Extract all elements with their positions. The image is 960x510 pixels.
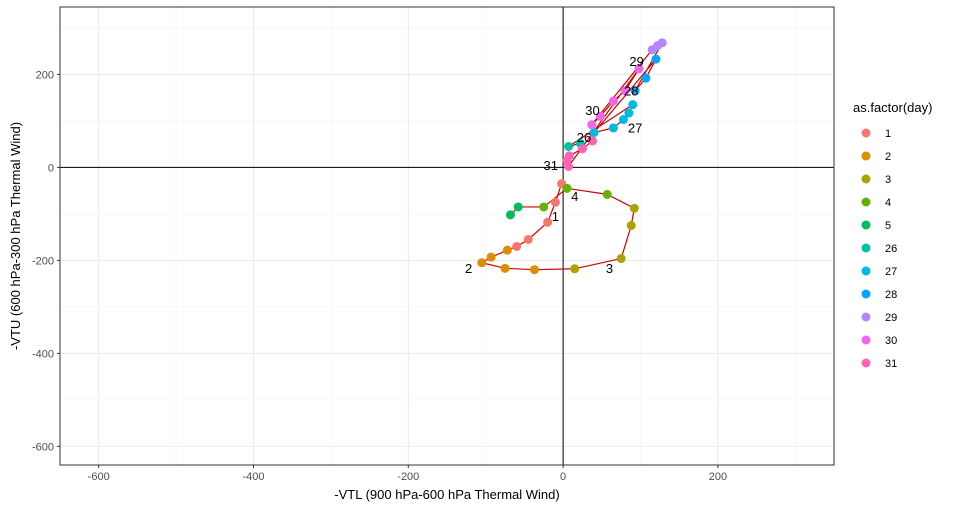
data-point-day-5 — [505, 210, 515, 220]
data-point-day-4 — [562, 183, 572, 193]
legend-label-day-29: 29 — [885, 312, 897, 324]
data-point-day-30 — [608, 96, 618, 106]
data-point-day-3 — [616, 254, 626, 264]
data-point-day-30 — [634, 64, 644, 74]
legend-label-day-3: 3 — [885, 174, 891, 186]
legend-key-day-1 — [861, 128, 871, 138]
data-point-day-2 — [486, 252, 496, 262]
y-tick-label: 200 — [36, 69, 54, 81]
data-point-day-2 — [529, 265, 539, 275]
data-point-day-28 — [651, 54, 661, 64]
y-axis-title: -VTU (600 hPa-300 hPa Thermal Wind) — [8, 122, 23, 350]
data-point-day-30 — [620, 86, 630, 96]
x-axis-title: -VTL (900 hPa-600 hPa Thermal Wind) — [334, 487, 559, 502]
data-point-day-3 — [629, 203, 639, 213]
data-point-day-3 — [570, 264, 580, 274]
legend-label-day-5: 5 — [885, 220, 891, 232]
data-point-day-31 — [577, 144, 587, 154]
x-tick-label: -200 — [397, 471, 419, 483]
data-point-day-26 — [564, 141, 574, 151]
data-point-day-27 — [608, 123, 618, 133]
data-point-day-3 — [626, 221, 636, 231]
legend-label-day-2: 2 — [885, 151, 891, 163]
data-point-day-2 — [477, 258, 487, 268]
data-point-day-5 — [513, 202, 523, 212]
data-point-day-1 — [512, 241, 522, 251]
legend-key-day-2 — [861, 151, 871, 161]
point-label-day-1: 1 — [552, 209, 559, 224]
legend-title: as.factor(day) — [853, 100, 932, 115]
legend: as.factor(day) 1 2 3 4 5 26 27 28 29 30 31 — [853, 100, 932, 370]
data-point-day-27 — [618, 115, 628, 125]
x-axis-ticks: -600 -400 -200 0 200 — [88, 465, 727, 483]
point-label-day-26: 26 — [577, 130, 591, 145]
data-point-day-1 — [550, 197, 560, 207]
x-tick-label: 0 — [560, 471, 566, 483]
point-label-day-28: 28 — [624, 84, 638, 99]
data-point-day-27 — [628, 100, 638, 110]
data-point-day-2 — [500, 263, 510, 273]
y-tick-label: 0 — [48, 162, 54, 174]
data-point-day-30 — [587, 120, 597, 130]
x-tick-label: -600 — [88, 471, 110, 483]
legend-label-day-4: 4 — [885, 197, 891, 209]
plot-border — [59, 6, 835, 466]
legend-key-day-5 — [861, 220, 871, 230]
data-point-day-28 — [630, 86, 640, 96]
data-point-day-1 — [523, 234, 533, 244]
x-tick-label: -400 — [242, 471, 264, 483]
legend-label-day-27: 27 — [885, 266, 897, 278]
reference-lines — [60, 7, 834, 465]
data-point-day-2 — [502, 245, 512, 255]
legend-label-day-30: 30 — [885, 335, 897, 347]
data-point-day-27 — [624, 108, 634, 118]
data-point-day-4 — [539, 202, 549, 212]
legend-key-day-27 — [861, 266, 871, 276]
data-point-day-4 — [602, 189, 612, 199]
legend-label-day-31: 31 — [885, 358, 897, 370]
point-label-day-30: 30 — [585, 103, 599, 118]
y-axis-ticks: -600 -400 -200 0 200 — [32, 69, 60, 453]
plot-panel — [59, 6, 835, 466]
legend-key-day-26 — [861, 243, 871, 253]
y-tick-label: -200 — [32, 255, 54, 267]
legend-key-day-31 — [861, 358, 871, 368]
point-label-day-27: 27 — [628, 121, 642, 136]
data-point-day-1 — [543, 217, 553, 227]
data-point-day-28 — [641, 73, 651, 83]
y-tick-label: -600 — [32, 441, 54, 453]
point-labels: 1 2 3 4 26 27 28 29 30 31 — [465, 54, 644, 276]
legend-label-day-26: 26 — [885, 243, 897, 255]
data-point-day-27 — [589, 128, 599, 138]
legend-label-day-1: 1 — [885, 128, 891, 140]
data-points — [477, 38, 667, 275]
legend-label-day-28: 28 — [885, 289, 897, 301]
point-label-day-3: 3 — [606, 261, 613, 276]
legend-key-day-3 — [861, 174, 871, 184]
legend-key-day-28 — [861, 289, 871, 299]
legend-key-day-29 — [861, 312, 871, 322]
point-label-day-4: 4 — [571, 189, 578, 204]
point-label-day-29: 29 — [629, 54, 643, 69]
data-point-day-29 — [657, 38, 667, 48]
point-label-day-2: 2 — [465, 261, 472, 276]
legend-key-day-4 — [861, 197, 871, 207]
data-point-day-30 — [595, 111, 605, 121]
y-tick-label: -400 — [32, 348, 54, 360]
legend-key-day-30 — [861, 335, 871, 345]
data-point-day-31 — [588, 136, 598, 146]
point-label-day-31: 31 — [543, 158, 557, 173]
x-tick-label: 200 — [709, 471, 727, 483]
data-point-day-31 — [564, 161, 574, 171]
